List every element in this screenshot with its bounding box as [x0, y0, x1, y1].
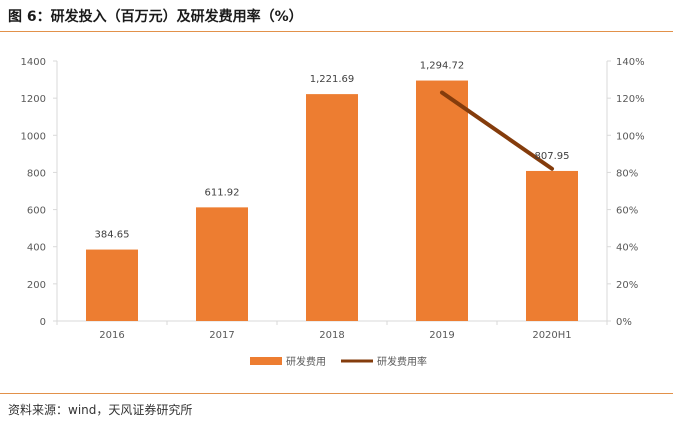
legend-bar-swatch: [250, 357, 282, 365]
y-right-tick-label: 100%: [616, 131, 645, 142]
figure-title: 图 6：研发投入（百万元）及研发费用率（%）: [8, 9, 303, 25]
y-left-tick-label: 1400: [21, 57, 46, 68]
y-right-tick-label: 60%: [616, 206, 638, 217]
bar-data-label: 384.65: [95, 230, 130, 241]
x-tick-label: 2018: [319, 330, 344, 341]
y-left-tick-label: 400: [27, 243, 46, 254]
bar-data-label: 611.92: [205, 187, 240, 198]
line-研发费用率: [440, 90, 554, 171]
y-left-tick-label: 200: [27, 280, 46, 291]
y-right-tick-label: 20%: [616, 280, 638, 291]
legend: 研发费用 研发费用率: [250, 355, 427, 368]
legend-line-label: 研发费用率: [377, 355, 427, 368]
bar-2017: [196, 207, 248, 321]
source-rule: [0, 393, 673, 394]
x-tick-label: 2017: [209, 330, 234, 341]
tick-labels: 0 200 400 600 800 1000 1200 1400 0% 20% 40% 60% 80% 1…: [21, 57, 645, 341]
legend-bar-label: 研发费用: [286, 355, 326, 368]
bar-2018: [306, 94, 358, 321]
x-tick-label: 2019: [429, 330, 454, 341]
bar-data-label: 1,294.72: [420, 61, 465, 72]
bar-2016: [86, 249, 138, 321]
source-note: 资料来源：wind，天风证券研究所: [8, 403, 193, 417]
y-left-tick-label: 1200: [21, 94, 46, 105]
y-left-tick-label: 800: [27, 168, 46, 179]
bar-series: [86, 80, 578, 321]
line-series: [440, 90, 554, 171]
x-tick-label: 2020H1: [532, 330, 571, 341]
y-left-tick-label: 600: [27, 206, 46, 217]
bar-data-label: 807.95: [535, 151, 570, 162]
bar-2019: [416, 80, 468, 321]
y-right-tick-label: 80%: [616, 168, 638, 179]
y-left-tick-label: 1000: [21, 131, 46, 142]
y-left-tick-label: 0: [40, 317, 46, 328]
bar-data-label: 1,221.69: [310, 74, 355, 85]
y-right-tick-label: 40%: [616, 243, 638, 254]
x-tick-label: 2016: [99, 330, 124, 341]
y-right-tick-label: 0%: [616, 317, 632, 328]
y-right-tick-label: 140%: [616, 57, 645, 68]
title-rule: [0, 31, 673, 32]
y-right-tick-label: 120%: [616, 94, 645, 105]
bar-2020H1: [526, 170, 578, 321]
